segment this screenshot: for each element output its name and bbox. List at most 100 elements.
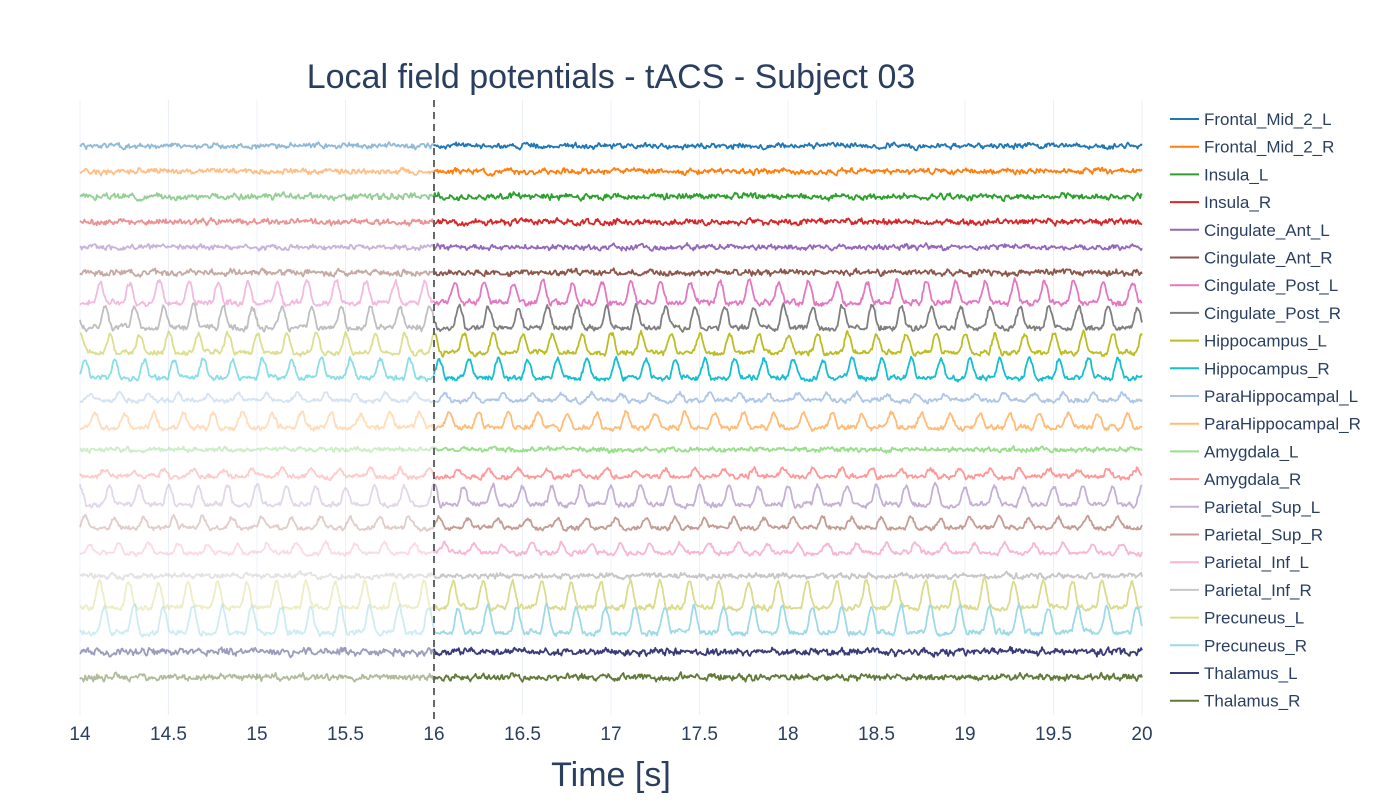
series-line-pre bbox=[79, 570, 435, 581]
legend-label: Thalamus_L bbox=[1204, 664, 1298, 683]
legend-label: Cingulate_Ant_L bbox=[1204, 221, 1330, 240]
x-tick-label: 18.5 bbox=[858, 724, 895, 745]
series-line-pre bbox=[79, 579, 435, 612]
legend-item[interactable]: Hippocampus_R bbox=[1170, 359, 1330, 378]
x-axis: 14 14.5 15 15.5 16 16.5 17 17.5 18 18.5 19 19.5 20 bbox=[69, 724, 1152, 745]
series-line-post bbox=[433, 390, 1143, 406]
series-line-pre bbox=[79, 390, 435, 405]
x-tick-label: 17 bbox=[600, 724, 621, 745]
series-line-post bbox=[433, 646, 1143, 658]
series-line-pre bbox=[79, 603, 435, 638]
legend-item[interactable]: Amygdala_R bbox=[1170, 470, 1301, 489]
series-line-post bbox=[433, 445, 1143, 454]
legend-item[interactable]: Cingulate_Ant_L bbox=[1170, 221, 1330, 240]
legend-item[interactable]: Parietal_Sup_R bbox=[1170, 526, 1323, 545]
series-line-pre bbox=[79, 141, 435, 151]
legend-label: Parietal_Sup_L bbox=[1204, 498, 1320, 517]
traces bbox=[79, 141, 1143, 683]
x-tick-label: 18 bbox=[777, 724, 798, 745]
legend-item[interactable]: Amygdala_L bbox=[1170, 442, 1299, 461]
legend-label: Hippocampus_R bbox=[1204, 359, 1330, 378]
legend-label: Cingulate_Post_R bbox=[1204, 304, 1341, 323]
x-grid bbox=[79, 100, 1143, 715]
series-line-post bbox=[433, 267, 1143, 278]
series-line-pre bbox=[79, 465, 435, 482]
series-line-pre bbox=[79, 483, 434, 509]
legend[interactable]: Frontal_Mid_2_L Frontal_Mid_2_R Insula_L In… bbox=[1170, 110, 1361, 711]
series-line-pre bbox=[79, 267, 435, 278]
x-tick-label: 16.5 bbox=[504, 724, 541, 745]
series-line-pre bbox=[79, 513, 435, 532]
legend-item[interactable]: Cingulate_Post_R bbox=[1170, 304, 1341, 323]
x-axis-title: Time [s] bbox=[551, 756, 671, 794]
legend-item[interactable]: Frontal_Mid_2_L bbox=[1170, 110, 1332, 129]
legend-item[interactable]: Insula_L bbox=[1170, 165, 1268, 184]
legend-label: Frontal_Mid_2_L bbox=[1204, 110, 1332, 129]
series-line-pre bbox=[79, 356, 435, 383]
series-line-pre bbox=[79, 166, 435, 177]
legend-label: Insula_L bbox=[1204, 165, 1268, 184]
series-line-pre bbox=[79, 540, 435, 557]
x-tick-label: 20 bbox=[1131, 724, 1152, 745]
legend-item[interactable]: Insula_R bbox=[1170, 193, 1271, 212]
legend-label: ParaHippocampal_L bbox=[1204, 387, 1358, 406]
series-line-pre bbox=[79, 302, 435, 333]
series-line-post bbox=[433, 277, 1143, 308]
legend-item[interactable]: Cingulate_Post_L bbox=[1170, 276, 1338, 295]
series-line-pre bbox=[79, 330, 435, 358]
series-line-post bbox=[433, 355, 1143, 383]
legend-item[interactable]: Hippocampus_L bbox=[1170, 332, 1327, 351]
chart-title: Local field potentials - tACS - Subject … bbox=[307, 58, 916, 96]
series-line-post bbox=[433, 302, 1143, 333]
series-line-post bbox=[433, 191, 1143, 203]
series-line-post bbox=[433, 576, 1143, 613]
legend-item[interactable]: Cingulate_Ant_R bbox=[1170, 249, 1333, 268]
x-tick-label: 19 bbox=[954, 724, 975, 745]
legend-item[interactable]: Thalamus_L bbox=[1170, 664, 1298, 683]
x-tick-label: 19.5 bbox=[1035, 724, 1072, 745]
series-line-post bbox=[433, 602, 1143, 638]
legend-label: ParaHippocampal_R bbox=[1204, 415, 1361, 434]
legend-label: Cingulate_Ant_R bbox=[1204, 249, 1333, 268]
legend-label: Precuneus_R bbox=[1204, 636, 1307, 655]
series-line-post bbox=[433, 570, 1143, 581]
series-line-post bbox=[433, 329, 1143, 358]
x-tick-label: 17.5 bbox=[681, 724, 718, 745]
series-line-pre bbox=[79, 646, 435, 659]
series-line-post bbox=[433, 671, 1143, 683]
legend-label: Thalamus_R bbox=[1204, 692, 1300, 711]
series-line-post bbox=[433, 166, 1143, 177]
legend-item[interactable]: Precuneus_L bbox=[1170, 609, 1304, 628]
x-tick-label: 14.5 bbox=[150, 724, 187, 745]
series-line-pre bbox=[79, 279, 435, 308]
legend-item[interactable]: ParaHippocampal_L bbox=[1170, 387, 1358, 406]
series-line-post bbox=[433, 242, 1143, 252]
x-tick-label: 16 bbox=[423, 724, 444, 745]
legend-item[interactable]: ParaHippocampal_R bbox=[1170, 415, 1361, 434]
legend-label: Parietal_Sup_R bbox=[1204, 526, 1323, 545]
legend-label: Cingulate_Post_L bbox=[1204, 276, 1338, 295]
legend-label: Amygdala_L bbox=[1204, 442, 1299, 461]
legend-item[interactable]: Frontal_Mid_2_R bbox=[1170, 138, 1334, 157]
legend-item[interactable]: Parietal_Inf_R bbox=[1170, 581, 1312, 600]
legend-label: Precuneus_L bbox=[1204, 609, 1304, 628]
legend-label: Amygdala_R bbox=[1204, 470, 1301, 489]
series-line-pre bbox=[79, 445, 435, 454]
series-line-pre bbox=[79, 671, 435, 683]
x-tick-label: 15.5 bbox=[327, 724, 364, 745]
series-line-post bbox=[433, 514, 1143, 532]
legend-label: Parietal_Inf_L bbox=[1204, 553, 1309, 572]
legend-item[interactable]: Parietal_Inf_L bbox=[1170, 553, 1309, 572]
legend-item[interactable]: Precuneus_R bbox=[1170, 636, 1307, 655]
x-tick-label: 15 bbox=[246, 724, 267, 745]
legend-item[interactable]: Parietal_Sup_L bbox=[1170, 498, 1320, 517]
legend-item[interactable]: Thalamus_R bbox=[1170, 692, 1300, 711]
series-line-pre bbox=[79, 243, 435, 252]
series-line-post bbox=[433, 409, 1143, 433]
series-line-post bbox=[433, 141, 1143, 152]
series-line-pre bbox=[79, 191, 435, 202]
series-line-post bbox=[433, 540, 1143, 558]
legend-label: Hippocampus_L bbox=[1204, 332, 1327, 351]
